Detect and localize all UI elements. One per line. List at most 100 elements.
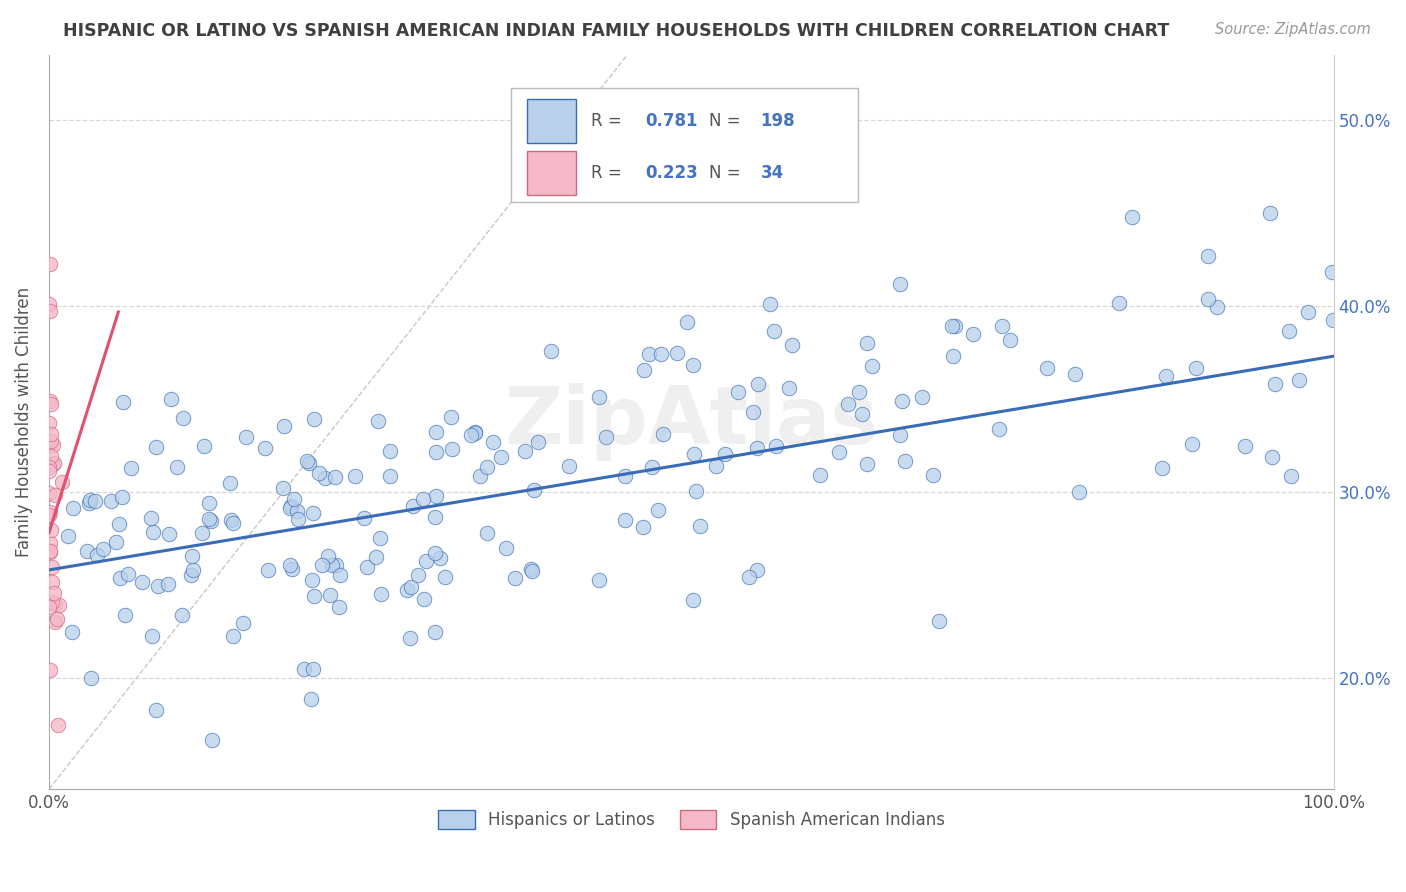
Point — [180, 568, 202, 582]
Point — [172, 607, 194, 622]
Point — [39, 545, 62, 559]
Point — [1206, 300, 1229, 314]
Point — [1322, 312, 1344, 326]
Point — [201, 733, 224, 747]
Point — [314, 471, 336, 485]
Text: 34: 34 — [761, 163, 785, 182]
Point — [39, 449, 62, 463]
Point — [200, 514, 222, 528]
Point — [38, 505, 60, 519]
Point — [77, 496, 100, 510]
Point — [1288, 373, 1310, 387]
Point — [808, 468, 831, 483]
Text: 0.781: 0.781 — [645, 112, 697, 130]
Point — [145, 703, 167, 717]
Point — [1185, 361, 1208, 376]
Point — [41, 574, 63, 589]
Point — [60, 624, 83, 639]
Point — [156, 577, 179, 591]
Point — [91, 541, 114, 556]
Point — [1320, 264, 1343, 278]
Point — [325, 558, 347, 573]
Point — [1278, 324, 1301, 338]
Point — [56, 529, 79, 543]
Point — [235, 429, 257, 443]
Point — [370, 587, 392, 601]
Point — [39, 257, 62, 271]
Point — [413, 592, 436, 607]
Point — [1063, 367, 1085, 381]
Point — [1296, 305, 1319, 319]
Text: 198: 198 — [761, 112, 796, 130]
Point — [107, 516, 129, 531]
Point — [860, 359, 883, 373]
Text: Source: ZipAtlas.com: Source: ZipAtlas.com — [1215, 22, 1371, 37]
Point — [366, 550, 388, 565]
Point — [183, 563, 205, 577]
FancyBboxPatch shape — [527, 151, 575, 194]
Point — [222, 629, 245, 643]
Point — [1264, 376, 1286, 391]
FancyBboxPatch shape — [527, 99, 575, 144]
Point — [399, 580, 422, 594]
Point — [323, 470, 346, 484]
Point — [139, 511, 162, 525]
Point — [117, 567, 139, 582]
Point — [891, 394, 914, 409]
Point — [1197, 293, 1219, 307]
Point — [295, 453, 318, 467]
Point — [747, 376, 769, 391]
Point — [1258, 206, 1281, 220]
Point — [271, 481, 294, 495]
Point — [998, 333, 1021, 347]
Y-axis label: Family Households with Children: Family Households with Children — [15, 287, 32, 558]
Point — [988, 422, 1011, 436]
Point — [942, 349, 965, 363]
Point — [39, 393, 62, 408]
Point — [747, 564, 769, 578]
Point — [321, 558, 343, 572]
Point — [519, 562, 541, 576]
Point — [425, 444, 447, 458]
Point — [80, 671, 103, 685]
Point — [464, 425, 486, 439]
Text: N =: N = — [709, 163, 747, 182]
Point — [1150, 460, 1173, 475]
Point — [682, 359, 704, 373]
Point — [38, 460, 60, 475]
Point — [780, 338, 803, 352]
Point — [146, 579, 169, 593]
Point — [640, 460, 662, 475]
Text: N =: N = — [709, 112, 747, 130]
Point — [46, 718, 69, 732]
Point — [108, 571, 131, 585]
Point — [738, 570, 761, 584]
Point — [1121, 211, 1143, 225]
Point — [856, 335, 879, 350]
Point — [910, 390, 932, 404]
Point — [676, 315, 699, 329]
Point — [39, 397, 62, 411]
Point — [765, 439, 787, 453]
Point — [172, 411, 194, 425]
Point — [540, 343, 562, 358]
Point — [523, 483, 546, 497]
Point — [889, 277, 911, 292]
Point — [423, 546, 446, 560]
Point — [79, 492, 101, 507]
Point — [145, 441, 167, 455]
Point — [120, 461, 142, 475]
Point — [464, 426, 486, 441]
Point — [308, 466, 330, 480]
Point — [329, 567, 352, 582]
Point — [278, 558, 301, 572]
Point — [727, 385, 749, 400]
Point — [943, 319, 966, 334]
Point — [527, 434, 550, 449]
Point — [513, 444, 536, 458]
Point — [44, 615, 66, 630]
Point — [1181, 437, 1204, 451]
Point — [682, 592, 704, 607]
Point — [714, 447, 737, 461]
Point — [759, 297, 782, 311]
